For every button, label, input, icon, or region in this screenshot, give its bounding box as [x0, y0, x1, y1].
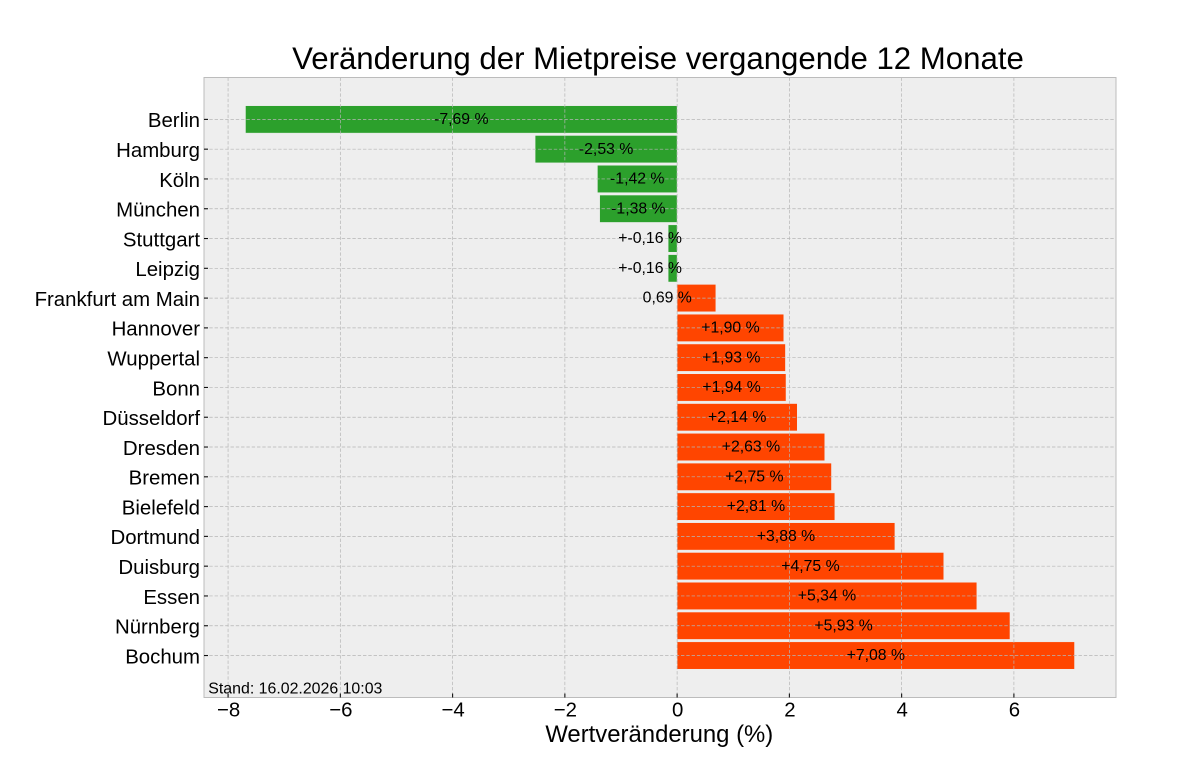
- svg-text:+5,93 %: +5,93 %: [814, 617, 872, 634]
- svg-text:+1,94 %: +1,94 %: [702, 379, 760, 396]
- svg-text:+2,14 %: +2,14 %: [708, 409, 766, 426]
- svg-text:+2,75 %: +2,75 %: [725, 468, 783, 485]
- svg-text:+-0,16 %: +-0,16 %: [618, 260, 682, 277]
- svg-text:+4,75 %: +4,75 %: [781, 558, 839, 575]
- svg-text:Essen: Essen: [143, 587, 200, 609]
- svg-text:Hannover: Hannover: [112, 319, 201, 341]
- svg-text:−4: −4: [441, 700, 464, 722]
- svg-text:+2,63 %: +2,63 %: [722, 439, 780, 456]
- svg-text:Wertveränderung (%): Wertveränderung (%): [545, 721, 773, 748]
- svg-text:Nürnberg: Nürnberg: [115, 617, 200, 639]
- svg-text:Stand: 16.02.2026 10:03: Stand: 16.02.2026 10:03: [208, 680, 382, 697]
- svg-text:München: München: [116, 200, 200, 222]
- svg-text:+7,08 %: +7,08 %: [847, 647, 905, 664]
- svg-text:Düsseldorf: Düsseldorf: [103, 408, 201, 430]
- svg-text:+-0,16 %: +-0,16 %: [618, 230, 682, 247]
- svg-text:-2,53 %: -2,53 %: [579, 141, 633, 158]
- svg-text:Stuttgart: Stuttgart: [123, 229, 200, 251]
- svg-text:0,69 %: 0,69 %: [643, 290, 692, 307]
- svg-text:4: 4: [896, 700, 907, 722]
- svg-text:Berlin: Berlin: [148, 110, 200, 132]
- svg-text:−2: −2: [554, 700, 577, 722]
- svg-text:Frankfurt am Main: Frankfurt am Main: [35, 289, 200, 311]
- svg-text:Bochum: Bochum: [125, 646, 200, 668]
- svg-text:+5,34 %: +5,34 %: [798, 588, 856, 605]
- svg-text:Bielefeld: Bielefeld: [122, 497, 200, 519]
- svg-text:−6: −6: [329, 700, 352, 722]
- svg-text:Bonn: Bonn: [152, 378, 200, 400]
- svg-text:Köln: Köln: [159, 170, 200, 192]
- svg-text:Duisburg: Duisburg: [118, 557, 200, 579]
- svg-text:−8: −8: [217, 700, 240, 722]
- svg-text:2: 2: [784, 700, 795, 722]
- svg-text:0: 0: [672, 700, 683, 722]
- svg-text:+2,81 %: +2,81 %: [727, 498, 785, 515]
- svg-text:+1,90 %: +1,90 %: [701, 319, 759, 336]
- svg-text:Bremen: Bremen: [129, 468, 200, 490]
- svg-text:Dortmund: Dortmund: [110, 527, 200, 549]
- svg-text:+1,93 %: +1,93 %: [702, 349, 760, 366]
- svg-text:Veränderung der Mietpreise ver: Veränderung der Mietpreise vergangende 1…: [292, 41, 1024, 76]
- svg-text:Hamburg: Hamburg: [116, 140, 200, 162]
- svg-text:Leipzig: Leipzig: [135, 259, 200, 281]
- svg-text:-1,38 %: -1,38 %: [611, 200, 665, 217]
- svg-text:-1,42 %: -1,42 %: [610, 171, 664, 188]
- svg-text:Dresden: Dresden: [123, 438, 200, 460]
- svg-text:6: 6: [1009, 700, 1020, 722]
- svg-text:-7,69 %: -7,69 %: [434, 111, 488, 128]
- svg-text:Wuppertal: Wuppertal: [107, 348, 200, 370]
- svg-text:+3,88 %: +3,88 %: [757, 528, 815, 545]
